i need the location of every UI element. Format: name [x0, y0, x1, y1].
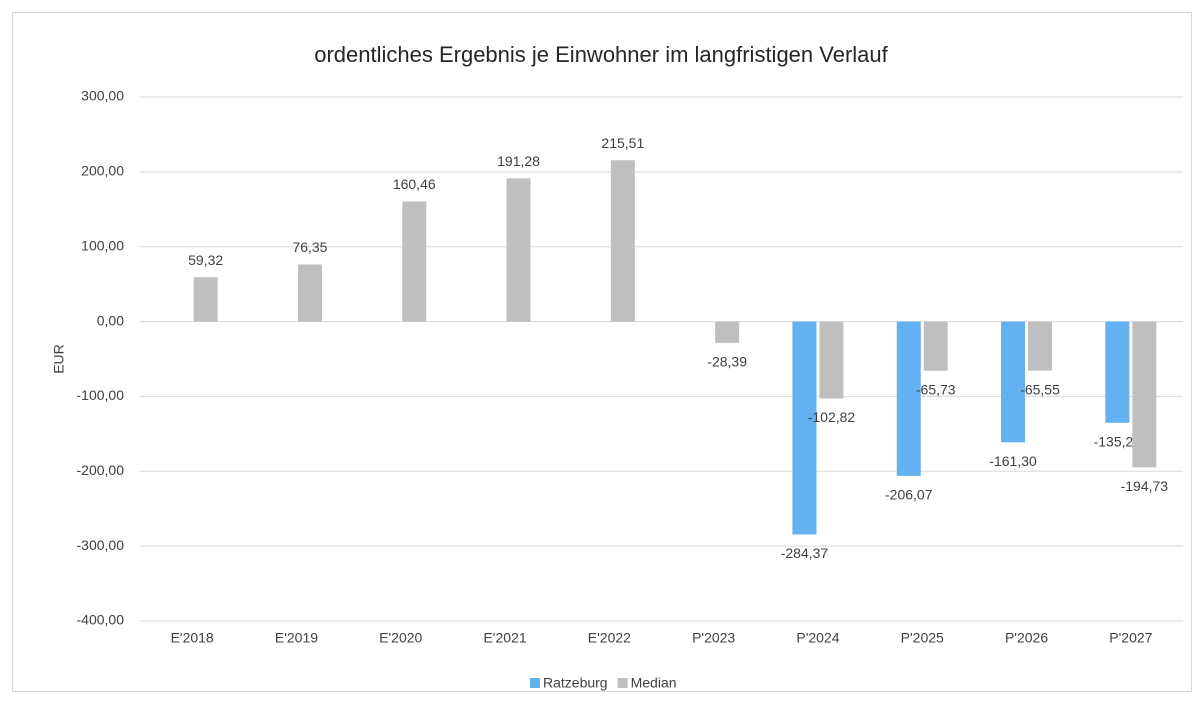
x-tick-label: E'2020 [379, 630, 422, 646]
legend-label: Median [631, 675, 677, 691]
data-label: 191,28 [497, 153, 540, 169]
x-tick-label: E'2022 [588, 630, 631, 646]
legend-swatch [617, 678, 628, 688]
bar [610, 160, 635, 322]
bar [193, 277, 218, 322]
data-label: -102,82 [808, 409, 856, 425]
bar [506, 178, 531, 322]
data-label: -161,30 [989, 453, 1037, 469]
y-tick-label: 300,00 [81, 88, 124, 104]
data-label: -206,07 [885, 487, 933, 503]
x-tick-label: P'2027 [1109, 630, 1152, 646]
x-tick-label: P'2024 [796, 630, 839, 646]
bar [792, 321, 817, 535]
y-tick-label: -200,00 [77, 462, 125, 478]
data-label: -284,37 [781, 545, 829, 561]
chart-frame [12, 12, 1192, 692]
bar [896, 321, 921, 476]
bar [1001, 321, 1026, 443]
legend-swatch [530, 678, 540, 688]
x-tick-label: P'2023 [692, 630, 735, 646]
data-label: 215,51 [601, 135, 644, 151]
data-label: -194,73 [1121, 478, 1169, 494]
y-tick-label: -300,00 [77, 537, 125, 553]
bar [1132, 321, 1157, 468]
bar [1028, 321, 1053, 371]
x-tick-label: P'2025 [901, 630, 944, 646]
x-tick-label: E'2018 [171, 630, 214, 646]
x-tick-label: P'2026 [1005, 630, 1048, 646]
x-tick-label: E'2021 [483, 630, 526, 646]
y-tick-label: 200,00 [81, 163, 124, 179]
data-label: -65,73 [916, 381, 956, 397]
data-label: -65,55 [1020, 381, 1060, 397]
data-label: 160,46 [393, 176, 436, 192]
y-tick-label: -400,00 [77, 612, 125, 628]
bar [1105, 321, 1130, 423]
bar [402, 201, 427, 322]
y-tick-label: -100,00 [77, 387, 125, 403]
data-label: 59,32 [188, 252, 223, 268]
y-tick-label: 100,00 [81, 237, 124, 253]
x-tick-label: E'2019 [275, 630, 318, 646]
data-label: 76,35 [292, 239, 327, 255]
y-axis-title: EUR [51, 344, 67, 374]
bar [297, 264, 322, 322]
chart-title: ordentliches Ergebnis je Einwohner im la… [314, 42, 888, 67]
data-label: -135,24 [1094, 434, 1142, 450]
y-tick-label: 0,00 [97, 312, 124, 328]
bar [819, 321, 844, 399]
legend-label: Ratzeburg [543, 675, 608, 691]
bar [715, 321, 740, 343]
bar [923, 321, 948, 371]
data-label: -28,39 [707, 354, 747, 370]
